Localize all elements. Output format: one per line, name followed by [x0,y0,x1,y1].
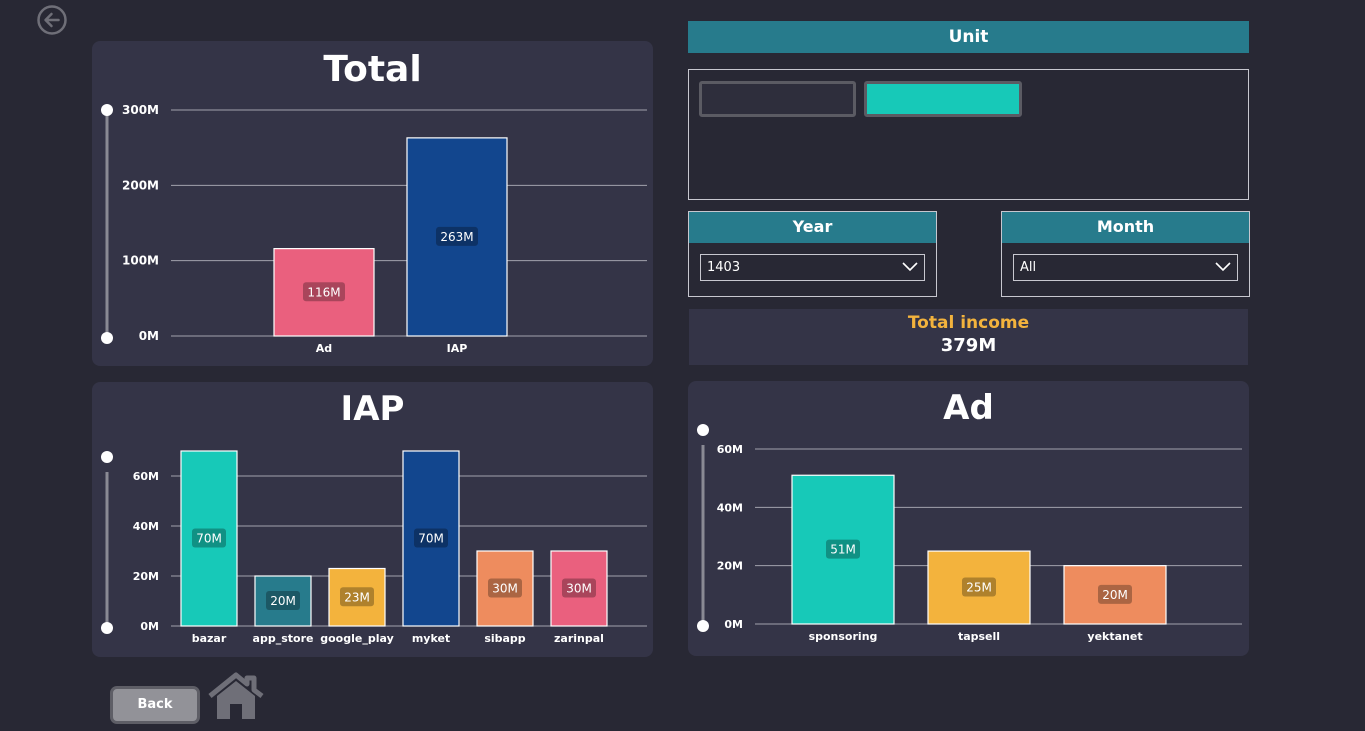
month-filter-label: Month [1002,212,1249,243]
chevron-down-icon [1215,262,1231,272]
year-filter-label: Year [689,212,936,243]
data-label: 23M [344,590,370,604]
month-select-value: All [1020,260,1037,275]
data-label: 30M [566,582,592,596]
y-tick-label: 300M [122,103,159,117]
range-slider-handle-top[interactable] [697,424,709,436]
data-label: 30M [492,582,518,596]
bar-yektanet[interactable] [1063,565,1167,625]
year-select[interactable]: 1403 [700,254,925,281]
data-label: 116M [307,285,340,299]
bar-google_play[interactable] [328,567,386,627]
x-category-label: tapsell [958,630,1000,643]
y-tick-label: 0M [724,618,743,631]
iap-chart-panel: IAP 0M 20M 40M 60M 70M bazar 20M app_store 23M go… [92,382,653,657]
bar-tapsell[interactable] [927,550,1031,625]
data-label-bg [303,282,345,302]
year-select-value: 1403 [707,260,741,275]
x-category-label: yektanet [1087,630,1142,643]
data-label-bg [436,226,478,246]
year-filter: Year 1403 [688,211,937,297]
range-slider-handle-bottom[interactable] [101,622,113,634]
y-tick-label: 200M [122,178,159,192]
data-label-bg [826,539,860,559]
range-slider-handle-bottom[interactable] [101,332,113,344]
ad-chart-panel: Ad 0M 20M 40M 60M 51M sponsoring 25M tapsell 20M… [688,381,1249,656]
range-slider-handle-top[interactable] [101,104,113,116]
data-label-bg [488,578,522,598]
x-category-label: Ad [316,342,332,355]
bar-Ad[interactable] [273,248,375,337]
unit-option-1-button[interactable] [699,81,856,117]
ad-chart-title: Ad [943,388,994,428]
data-label-bg [266,591,300,610]
bar-bazar[interactable] [180,450,238,627]
data-label: 263M [440,230,473,244]
data-label: 70M [196,532,222,546]
ad-bar-chart: 0M 20M 40M 60M 51M sponsoring 25M tapsell 20M yek… [697,424,1242,643]
bar-IAP[interactable] [406,137,508,337]
total-income-value: 379M [940,335,997,356]
bar-app_store[interactable] [254,575,312,627]
y-tick-label: 40M [717,501,743,514]
y-tick-label: 0M [140,620,159,633]
x-category-label: IAP [447,342,468,355]
x-category-label: google_play [320,632,394,645]
bar-sibapp[interactable] [476,550,534,627]
data-label: 20M [270,594,296,608]
total-income-label: Total income [907,313,1030,333]
y-tick-label: 20M [133,570,159,583]
data-label: 25M [966,581,992,595]
data-label-bg [562,578,596,598]
y-tick-label: 40M [133,520,159,533]
x-category-label: bazar [192,632,227,645]
data-label-bg [1098,584,1132,604]
bar-sponsoring[interactable] [791,474,895,625]
y-tick-label: 20M [717,560,743,573]
iap-chart-title: IAP [340,389,405,429]
total-chart-title: Total [323,49,422,90]
iap-bar-chart: 0M 20M 40M 60M 70M bazar 20M app_store 23M google… [101,450,647,645]
unit-slicer [688,69,1249,200]
unit-option-2-button[interactable] [864,81,1022,117]
range-slider-handle-top[interactable] [101,451,113,463]
data-label: 20M [1102,588,1128,602]
data-label-bg [962,577,996,597]
data-label-bg [192,528,226,548]
x-category-label: zarinpal [554,632,604,645]
y-tick-label: 0M [139,329,159,343]
total-income-card: Total income 379M [689,309,1248,365]
back-button[interactable]: Back [110,686,200,724]
x-category-label: app_store [253,632,314,645]
data-label-bg [414,528,448,548]
total-chart-panel: Total 0M 100M 200M 300M 116M Ad 263M IAP [92,41,653,366]
month-select[interactable]: All [1013,254,1238,281]
y-tick-label: 60M [133,470,159,483]
unit-header: Unit [688,21,1249,53]
x-category-label: sponsoring [809,630,878,643]
range-slider-handle-bottom[interactable] [697,620,709,632]
bar-myket[interactable] [402,450,460,627]
data-label: 51M [830,543,856,557]
x-category-label: myket [412,632,450,645]
bar-zarinpal[interactable] [550,550,608,627]
chevron-down-icon [902,262,918,272]
home-icon[interactable] [207,672,265,722]
data-label-bg [340,587,374,607]
y-tick-label: 60M [717,443,743,456]
data-label: 70M [418,532,444,546]
y-tick-label: 100M [122,254,159,268]
total-bar-chart: 0M 100M 200M 300M 116M Ad 263M IAP [101,103,647,355]
arrow-left-circle-icon[interactable] [37,5,67,35]
x-category-label: sibapp [484,632,525,645]
month-filter: Month All [1001,211,1250,297]
